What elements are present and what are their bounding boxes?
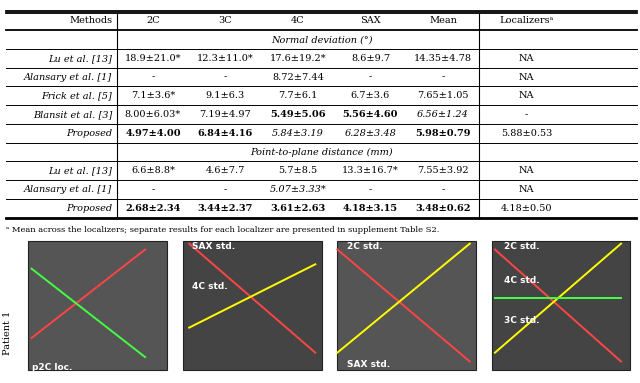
Text: NA: NA — [519, 54, 534, 63]
Text: 5.56±4.60: 5.56±4.60 — [342, 110, 398, 119]
Text: 8.6±9.7: 8.6±9.7 — [351, 54, 390, 63]
Text: 7.55±3.92: 7.55±3.92 — [417, 166, 468, 175]
Bar — [337, 241, 476, 370]
Text: -: - — [369, 185, 372, 194]
Text: 4.18±0.50: 4.18±0.50 — [500, 204, 552, 213]
Text: p2C loc.: p2C loc. — [31, 363, 72, 372]
Bar — [28, 241, 167, 370]
Text: 5.7±8.5: 5.7±8.5 — [278, 166, 317, 175]
Text: Patient 1: Patient 1 — [3, 311, 12, 355]
Text: -: - — [442, 185, 445, 194]
Text: 6.56±1.24: 6.56±1.24 — [417, 110, 469, 119]
Text: -: - — [224, 185, 227, 194]
Text: 2C: 2C — [146, 16, 160, 25]
Text: 8.00±6.03*: 8.00±6.03* — [125, 110, 181, 119]
Text: 5.98±0.79: 5.98±0.79 — [415, 129, 470, 138]
Text: 6.28±3.48: 6.28±3.48 — [344, 129, 396, 138]
Bar — [492, 241, 630, 370]
Text: Mean: Mean — [429, 16, 457, 25]
Text: SAX std.: SAX std. — [347, 360, 390, 369]
Text: 7.7±6.1: 7.7±6.1 — [278, 92, 317, 100]
Text: 12.3±11.0*: 12.3±11.0* — [197, 54, 254, 63]
Text: -: - — [224, 73, 227, 82]
Text: 6.84±4.16: 6.84±4.16 — [198, 129, 253, 138]
Text: Alansary et al. [1]: Alansary et al. [1] — [24, 185, 112, 194]
Text: 3.48±0.62: 3.48±0.62 — [415, 204, 470, 213]
Text: 5.49±5.06: 5.49±5.06 — [270, 110, 326, 119]
Text: NA: NA — [519, 73, 534, 82]
Text: SAX std.: SAX std. — [193, 242, 236, 251]
Text: 18.9±21.0*: 18.9±21.0* — [125, 54, 181, 63]
Text: 13.3±16.7*: 13.3±16.7* — [342, 166, 399, 175]
Text: ᵃ Mean across the localizers; separate results for each localizer are presented : ᵃ Mean across the localizers; separate r… — [6, 226, 440, 234]
Text: 3.44±2.37: 3.44±2.37 — [198, 204, 253, 213]
Text: 3C: 3C — [219, 16, 232, 25]
Text: Point-to-plane distance (mm): Point-to-plane distance (mm) — [250, 147, 393, 157]
Text: 5.07±3.33*: 5.07±3.33* — [269, 185, 326, 194]
Text: NA: NA — [519, 185, 534, 194]
Text: 6.6±8.8*: 6.6±8.8* — [131, 166, 175, 175]
Text: -: - — [151, 185, 155, 194]
Text: 3.61±2.63: 3.61±2.63 — [270, 204, 326, 213]
Text: 4.6±7.7: 4.6±7.7 — [206, 166, 245, 175]
Text: -: - — [442, 73, 445, 82]
Text: NA: NA — [519, 92, 534, 100]
Text: 2C std.: 2C std. — [504, 242, 540, 251]
Text: SAX: SAX — [360, 16, 381, 25]
Text: Lu et al. [13]: Lu et al. [13] — [49, 166, 112, 175]
Text: Lu et al. [13]: Lu et al. [13] — [49, 54, 112, 63]
Text: Alansary et al. [1]: Alansary et al. [1] — [24, 73, 112, 82]
Text: 7.1±3.6*: 7.1±3.6* — [131, 92, 175, 100]
Text: 9.1±6.3: 9.1±6.3 — [206, 92, 245, 100]
Text: 5.84±3.19: 5.84±3.19 — [272, 129, 324, 138]
Text: 6.7±3.6: 6.7±3.6 — [351, 92, 390, 100]
Text: 4.97±4.00: 4.97±4.00 — [125, 129, 180, 138]
Text: 3C std.: 3C std. — [504, 316, 540, 325]
Text: 14.35±4.78: 14.35±4.78 — [414, 54, 472, 63]
Text: 5.88±0.53: 5.88±0.53 — [500, 129, 552, 138]
Text: 8.72±7.44: 8.72±7.44 — [272, 73, 324, 82]
Text: Methods: Methods — [69, 16, 112, 25]
Text: 17.6±19.2*: 17.6±19.2* — [269, 54, 326, 63]
Text: 4.18±3.15: 4.18±3.15 — [343, 204, 398, 213]
Text: Frick et al. [5]: Frick et al. [5] — [42, 92, 112, 100]
Text: Proposed: Proposed — [66, 204, 112, 213]
Text: Blansit et al. [3]: Blansit et al. [3] — [33, 110, 112, 119]
Text: 4C std.: 4C std. — [193, 282, 228, 291]
Bar — [183, 241, 322, 370]
Text: NA: NA — [519, 166, 534, 175]
Text: Proposed: Proposed — [66, 129, 112, 138]
Text: 4C: 4C — [291, 16, 305, 25]
Text: 7.19±4.97: 7.19±4.97 — [200, 110, 252, 119]
Text: 7.65±1.05: 7.65±1.05 — [417, 92, 468, 100]
Text: 4C std.: 4C std. — [504, 276, 540, 285]
Text: Localizersᵃ: Localizersᵃ — [499, 16, 554, 25]
Text: 2.68±2.34: 2.68±2.34 — [125, 204, 180, 213]
Text: 2C std.: 2C std. — [347, 242, 382, 251]
Text: -: - — [369, 73, 372, 82]
Text: -: - — [151, 73, 155, 82]
Text: Normal deviation (°): Normal deviation (°) — [271, 35, 372, 44]
Text: -: - — [525, 110, 528, 119]
